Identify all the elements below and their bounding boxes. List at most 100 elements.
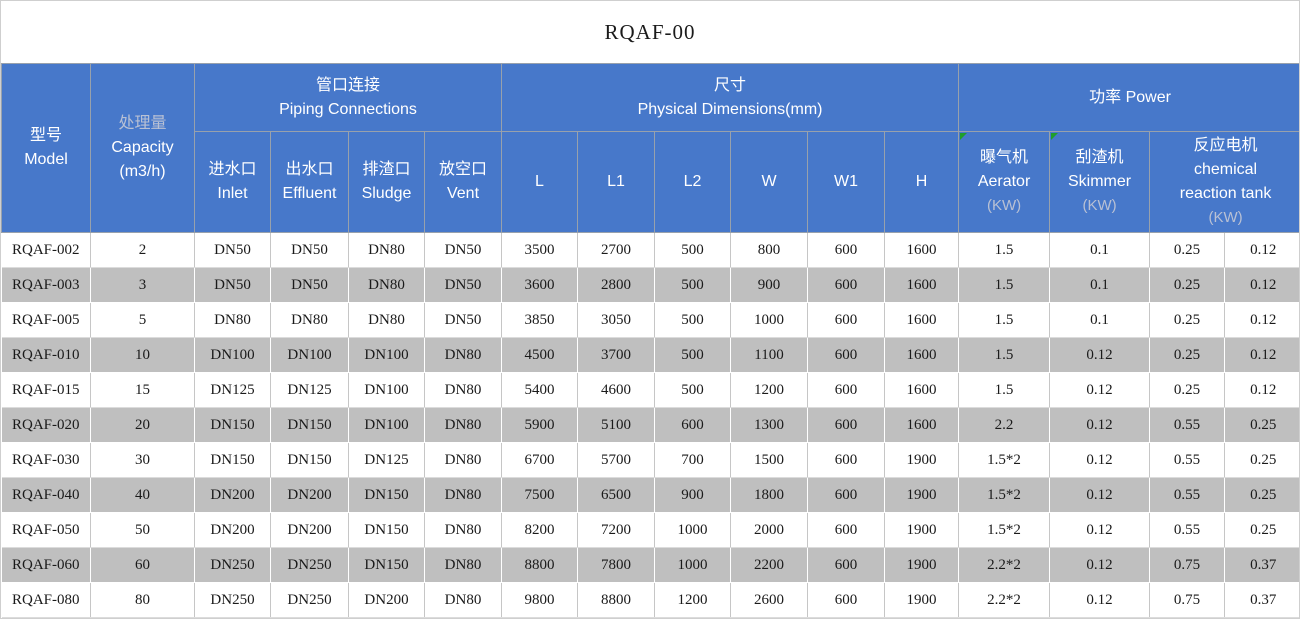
value-cell: 2.2*2 <box>958 547 1051 583</box>
value-cell: 500 <box>654 372 731 408</box>
col-header-reaction-en2: reaction tank <box>1179 185 1272 202</box>
value-cell: 0.37 <box>1224 547 1299 583</box>
value-cell: 0.37 <box>1224 582 1299 618</box>
value-cell: DN250 <box>194 547 271 583</box>
value-cell: DN150 <box>348 477 425 513</box>
value-cell: 0.55 <box>1149 477 1226 513</box>
value-cell: DN80 <box>424 407 502 443</box>
value-cell: 60 <box>90 547 195 583</box>
col-header-aerator-unit: (KW) <box>986 197 1022 214</box>
col-header-aerator-zh: 曝气机 <box>980 149 1029 166</box>
value-cell: DN80 <box>424 582 502 618</box>
value-cell: 500 <box>654 232 731 268</box>
value-cell: 600 <box>807 267 885 303</box>
spec-table-body: RQAF-002 2 DN50 DN50 DN80 DN50 3500 2700 500 800 6… <box>1 232 1299 618</box>
value-cell: 1.5 <box>958 372 1051 408</box>
value-cell: 0.12 <box>1049 442 1151 478</box>
value-cell: DN150 <box>270 442 349 478</box>
value-cell: DN80 <box>194 302 271 338</box>
value-cell: 0.12 <box>1049 337 1151 373</box>
group-header-dimensions: 尺寸 Physical Dimensions(mm) <box>500 63 960 132</box>
value-cell: 3700 <box>577 337 655 373</box>
value-cell: 9800 <box>501 582 578 618</box>
value-cell: DN200 <box>194 477 271 513</box>
col-header-w: W <box>730 131 808 233</box>
col-header-capacity-zh: 处理量 <box>118 115 167 132</box>
value-cell: 1900 <box>884 442 960 478</box>
value-cell: 600 <box>807 302 885 338</box>
col-header-reaction-en1: chemical <box>1193 161 1258 178</box>
value-cell: 800 <box>730 232 808 268</box>
value-cell: 0.1 <box>1049 302 1151 338</box>
table-header: 型号 Model 处理量 Capacity (m3/h) 管口连接 Piping… <box>1 63 1299 233</box>
table-row: RQAF-002 2 DN50 DN50 DN80 DN50 3500 2700 500 800 6… <box>1 232 1299 268</box>
col-header-model-en: Model <box>24 151 68 168</box>
value-cell: 0.1 <box>1049 267 1151 303</box>
value-cell: 0.55 <box>1149 407 1226 443</box>
value-cell: 7800 <box>577 547 655 583</box>
value-cell: DN80 <box>424 372 502 408</box>
model-cell: RQAF-030 <box>1 442 91 478</box>
group-header-piping-zh: 管口连接 <box>315 76 380 94</box>
value-cell: DN50 <box>194 232 271 268</box>
value-cell: DN80 <box>348 232 425 268</box>
value-cell: 0.12 <box>1049 372 1151 408</box>
value-cell: 1.5 <box>958 232 1051 268</box>
col-header-capacity-en: Capacity <box>111 139 174 156</box>
value-cell: 0.25 <box>1224 407 1299 443</box>
value-cell: 0.25 <box>1149 337 1226 373</box>
value-cell: 0.25 <box>1149 302 1226 338</box>
value-cell: DN125 <box>348 442 425 478</box>
value-cell: 0.25 <box>1149 232 1226 268</box>
value-cell: 2600 <box>730 582 808 618</box>
value-cell: 1.5*2 <box>958 477 1051 513</box>
value-cell: DN80 <box>270 302 349 338</box>
value-cell: 6700 <box>501 442 578 478</box>
value-cell: DN80 <box>348 267 425 303</box>
value-cell: 1.5 <box>958 337 1051 373</box>
value-cell: 1000 <box>654 547 731 583</box>
value-cell: 0.12 <box>1224 302 1299 338</box>
value-cell: DN250 <box>270 582 349 618</box>
value-cell: 2200 <box>730 547 808 583</box>
value-cell: DN50 <box>270 267 349 303</box>
value-cell: 3 <box>90 267 195 303</box>
value-cell: 600 <box>807 372 885 408</box>
value-cell: 80 <box>90 582 195 618</box>
model-cell: RQAF-020 <box>1 407 91 443</box>
value-cell: DN80 <box>424 477 502 513</box>
col-header-l: L <box>501 131 578 233</box>
group-header-piping: 管口连接 Piping Connections <box>194 63 502 132</box>
table-row: RQAF-030 30 DN150 DN150 DN125 DN80 6700 5700 700… <box>1 442 1299 478</box>
value-cell: 600 <box>807 582 885 618</box>
table-row: RQAF-015 15 DN125 DN125 DN100 DN80 5400 4600 500… <box>1 372 1299 408</box>
value-cell: 600 <box>807 232 885 268</box>
value-cell: DN250 <box>194 582 271 618</box>
value-cell: DN200 <box>270 477 349 513</box>
value-cell: DN125 <box>270 372 349 408</box>
value-cell: DN50 <box>424 267 502 303</box>
table-row: RQAF-005 5 DN80 DN80 DN80 DN50 3850 3050 500 1000… <box>1 302 1299 338</box>
value-cell: 15 <box>90 372 195 408</box>
value-cell: 1200 <box>730 372 808 408</box>
value-cell: DN200 <box>348 582 425 618</box>
value-cell: 0.12 <box>1049 477 1151 513</box>
value-cell: 600 <box>807 512 885 548</box>
value-cell: 0.12 <box>1224 267 1299 303</box>
value-cell: 1200 <box>654 582 731 618</box>
value-cell: 0.12 <box>1224 372 1299 408</box>
col-header-skimmer: 刮渣机 Skimmer (KW) <box>1049 131 1151 233</box>
value-cell: 0.1 <box>1049 232 1151 268</box>
value-cell: 5400 <box>501 372 578 408</box>
value-cell: DN80 <box>424 337 502 373</box>
table-row: RQAF-010 10 DN100 DN100 DN100 DN80 4500 3700 500… <box>1 337 1299 373</box>
value-cell: 0.12 <box>1224 232 1299 268</box>
value-cell: DN150 <box>194 442 271 478</box>
header-sub-row: 进水口 Inlet 出水口 Effluent 排渣口 Sludge 放空口 Ve… <box>2 131 1299 233</box>
value-cell: 5700 <box>577 442 655 478</box>
table-row: RQAF-040 40 DN200 DN200 DN150 DN80 7500 6500 900… <box>1 477 1299 513</box>
value-cell: 1900 <box>884 477 960 513</box>
value-cell: 600 <box>654 407 731 443</box>
value-cell: 0.25 <box>1149 372 1226 408</box>
